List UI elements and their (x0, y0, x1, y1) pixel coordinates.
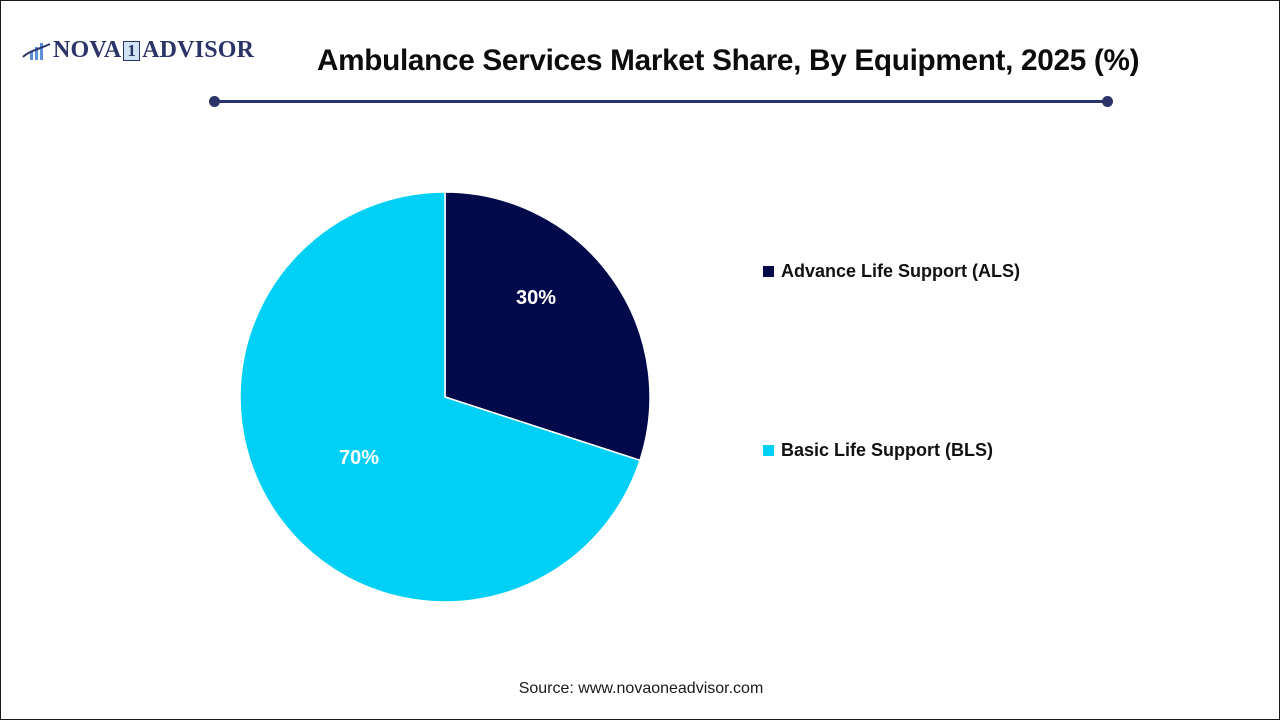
logo-text-advisor: ADVISOR (142, 37, 255, 63)
underline-dot-right (1102, 96, 1113, 107)
logo-text-nova: NOVA (53, 37, 122, 63)
chart-title: Ambulance Services Market Share, By Equi… (317, 44, 1140, 77)
bar-chart-swoosh-icon (22, 42, 51, 60)
slice-label-bls: 70% (339, 447, 380, 469)
pie-slice-bls[interactable] (239, 191, 641, 603)
slice-label-als: 30% (516, 287, 557, 309)
underline-dot-left (209, 96, 220, 107)
logo-wordmark: NOVA 1 ADVISOR (53, 37, 254, 64)
logo-text-one: 1 (123, 40, 141, 61)
legend-label-als: Advance Life Support (ALS) (781, 261, 1021, 281)
nova-advisor-logo: NOVA 1 ADVISOR (21, 37, 254, 64)
source-note: Source: www.novaoneadvisor.com (518, 680, 764, 697)
legend-swatch-bls (763, 445, 774, 456)
legend-item-bls[interactable]: Basic Life Support (BLS) (763, 440, 993, 461)
legend-label-bls: Basic Life Support (BLS) (781, 440, 994, 460)
legend-item-als[interactable]: Advance Life Support (ALS) (763, 261, 1020, 282)
pie-slice-als[interactable] (444, 191, 651, 462)
title-underline (209, 96, 1113, 107)
legend-swatch-als (763, 266, 774, 277)
